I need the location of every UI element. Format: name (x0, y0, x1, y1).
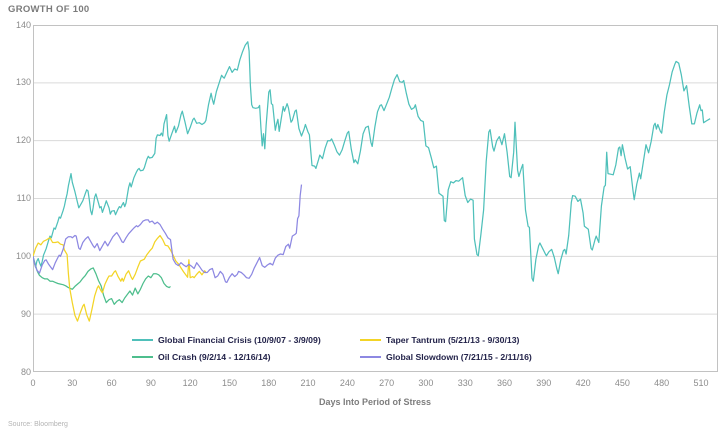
y-axis-tick-label: 120 (15, 135, 31, 146)
x-axis-tick-label: 0 (30, 378, 36, 388)
series-line-0 (33, 41, 711, 282)
series-line-1 (33, 256, 171, 305)
source-note: Source: Bloomberg (8, 421, 68, 428)
x-axis-tick-label: 210 (300, 378, 316, 388)
legend-swatch-green (132, 356, 153, 358)
x-axis-tick-label: 420 (575, 378, 591, 388)
series-line-3 (33, 184, 303, 284)
legend-swatch-yellow (360, 339, 381, 341)
legend-label: Taper Tantrum (5/21/13 - 9/30/13) (386, 335, 520, 345)
legend-item-global-slowdown: Global Slowdown (7/21/15 - 2/11/16) (360, 351, 532, 363)
x-axis-tick-label: 60 (106, 378, 117, 388)
legend-swatch-teal (132, 339, 153, 341)
x-axis-tick-label: 480 (654, 378, 670, 388)
x-axis-tick-label: 270 (379, 378, 395, 388)
x-axis-tick-label: 240 (339, 378, 355, 388)
y-axis-tick-label: 110 (16, 193, 31, 203)
x-axis-tick-label: 30 (67, 378, 78, 388)
y-axis-tick-label: 90 (20, 308, 31, 319)
x-axis-tick-label: 150 (221, 378, 237, 388)
legend-item-global-financial-crisis: Global Financial Crisis (10/9/07 - 3/9/0… (132, 334, 321, 346)
x-axis-tick-label: 360 (496, 378, 513, 388)
chart-title: GROWTH OF 100 (8, 4, 90, 15)
legend-label: Oil Crash (9/2/14 - 12/16/14) (158, 352, 271, 362)
x-axis-tick-label: 90 (145, 378, 156, 388)
x-axis-title: Days Into Period of Stress (318, 397, 432, 407)
legend-item-oil-crash: Oil Crash (9/2/14 - 12/16/14) (132, 351, 271, 363)
plot-area (33, 25, 718, 372)
legend-item-taper-tantrum: Taper Tantrum (5/21/13 - 9/30/13) (360, 334, 519, 346)
y-axis-tick-label: 80 (20, 366, 31, 377)
y-axis-tick-label: 140 (15, 19, 31, 30)
legend-label: Global Financial Crisis (10/9/07 - 3/9/0… (158, 335, 321, 345)
x-axis-tick-label: 390 (536, 378, 552, 388)
x-axis-tick-label: 120 (182, 378, 198, 388)
legend-swatch-purple (360, 356, 381, 358)
x-axis-tick-label: 510 (693, 378, 709, 388)
plot-frame (33, 25, 718, 372)
x-axis-tick-label: 330 (457, 378, 473, 388)
y-axis-tick-label: 130 (15, 77, 31, 88)
x-axis-tick-label: 450 (614, 378, 630, 388)
y-axis-tick-label: 100 (15, 250, 31, 261)
series-line-2 (33, 234, 207, 322)
x-axis-tick-label: 300 (418, 378, 434, 388)
legend-label: Global Slowdown (7/21/15 - 2/11/16) (386, 352, 532, 362)
x-axis-tick-label: 180 (261, 378, 277, 388)
